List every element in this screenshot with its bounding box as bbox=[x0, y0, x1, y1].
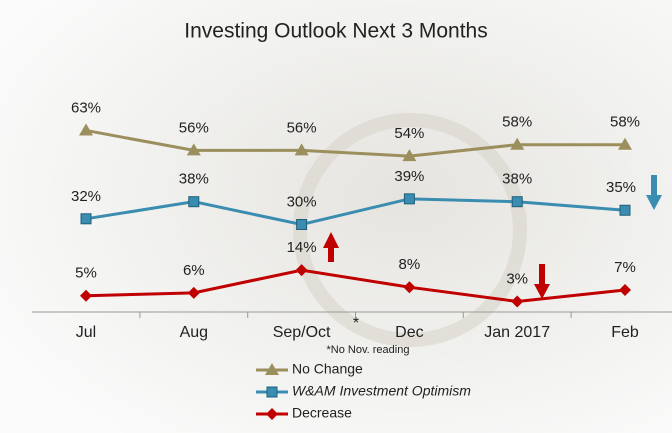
data-label: 30% bbox=[287, 193, 317, 210]
series-line bbox=[85, 128, 625, 158]
data-label: 63% bbox=[71, 99, 101, 116]
marker bbox=[296, 219, 308, 230]
data-label: 38% bbox=[502, 171, 532, 188]
data-label: 39% bbox=[394, 168, 424, 185]
annotation-note: *No Nov. reading bbox=[327, 344, 410, 356]
legend-label: W&AM Investment Optimism bbox=[292, 383, 471, 399]
marker bbox=[187, 286, 200, 299]
marker bbox=[511, 295, 524, 308]
series-line bbox=[85, 197, 626, 227]
data-label: 32% bbox=[71, 188, 101, 205]
legend-marker bbox=[265, 363, 279, 375]
down-arrow bbox=[534, 264, 550, 299]
annotation-star: * bbox=[353, 315, 359, 332]
marker bbox=[402, 149, 417, 162]
data-label: 58% bbox=[502, 114, 532, 131]
data-label: 54% bbox=[394, 125, 424, 142]
data-label: 7% bbox=[614, 259, 636, 276]
marker bbox=[510, 137, 525, 150]
data-label: 56% bbox=[179, 119, 209, 136]
x-tick-label: Jan 2017 bbox=[484, 324, 550, 341]
marker bbox=[188, 196, 200, 208]
marker bbox=[618, 137, 632, 150]
x-tick-label: Feb bbox=[611, 324, 639, 341]
marker bbox=[511, 196, 523, 208]
data-label: 6% bbox=[183, 262, 205, 279]
series-line bbox=[85, 268, 626, 303]
data-label: 8% bbox=[399, 256, 421, 273]
x-tick-label: Dec bbox=[395, 324, 423, 341]
down-arrow bbox=[646, 175, 662, 210]
data-label: 35% bbox=[606, 179, 636, 196]
x-tick-label: Jul bbox=[76, 324, 96, 341]
legend-marker bbox=[266, 386, 278, 398]
legend-marker bbox=[266, 408, 278, 420]
marker bbox=[79, 123, 93, 136]
x-tick-label: Aug bbox=[180, 324, 208, 341]
data-label: 5% bbox=[75, 265, 97, 282]
chart-title: Investing Outlook Next 3 Months bbox=[184, 20, 488, 43]
legend-label: Decrease bbox=[292, 405, 352, 421]
data-label: 3% bbox=[506, 270, 528, 287]
legend-label: No Change bbox=[292, 361, 363, 377]
marker bbox=[294, 143, 309, 156]
data-label: 14% bbox=[287, 239, 317, 256]
marker bbox=[186, 143, 201, 156]
up-arrow bbox=[323, 232, 339, 262]
marker bbox=[619, 284, 631, 297]
data-label: 56% bbox=[287, 119, 317, 136]
marker bbox=[295, 264, 308, 277]
marker bbox=[80, 213, 92, 225]
x-tick-label: Sep/Oct bbox=[273, 324, 331, 341]
marker bbox=[403, 281, 416, 294]
data-label: 58% bbox=[610, 114, 640, 131]
marker bbox=[619, 204, 631, 216]
data-label: 38% bbox=[179, 171, 209, 188]
marker bbox=[80, 289, 92, 302]
marker bbox=[403, 193, 415, 205]
